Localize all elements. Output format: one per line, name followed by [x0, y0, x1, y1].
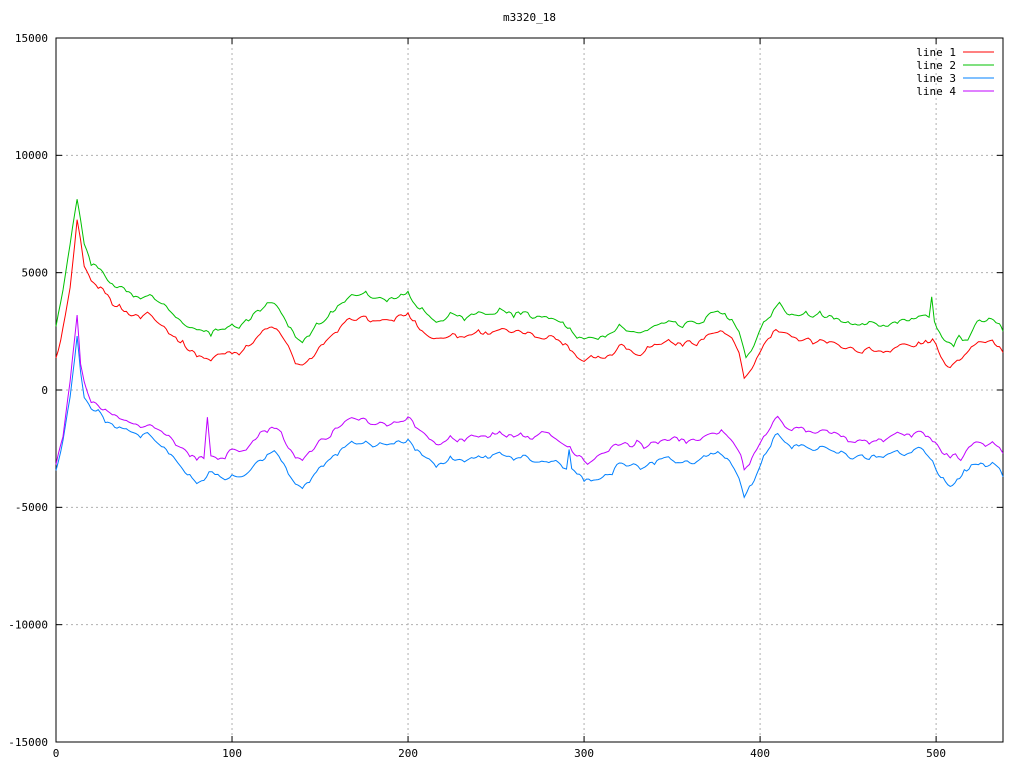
series-line-2 — [55, 199, 1004, 359]
x-tick-label: 500 — [926, 747, 946, 760]
legend-item-line-2: line 2 — [916, 59, 994, 72]
series-line-4 — [55, 314, 1004, 471]
y-axis-tick-labels: -15000 -10000 -5000 0 5000 10000 15000 — [8, 32, 48, 749]
legend-label: line 3 — [916, 72, 956, 85]
legend-item-line-3: line 3 — [916, 72, 994, 85]
x-tick-label: 0 — [53, 747, 60, 760]
x-tick-label: 400 — [750, 747, 770, 760]
legend-item-line-1: line 1 — [916, 46, 994, 59]
y-tick-label: -10000 — [8, 619, 48, 632]
x-tick-label: 100 — [222, 747, 242, 760]
x-axis-tick-labels: 0 100 200 300 400 500 — [53, 747, 946, 760]
y-tick-label: -15000 — [8, 736, 48, 749]
y-tick-label: 15000 — [15, 32, 48, 45]
x-tick-label: 200 — [398, 747, 418, 760]
chart-title: m3320_18 — [503, 11, 556, 24]
legend-label: line 4 — [916, 85, 956, 98]
y-tick-label: 5000 — [22, 267, 49, 280]
legend-label: line 2 — [916, 59, 956, 72]
y-tick-label: 10000 — [15, 149, 48, 162]
axis-ticks — [55, 37, 1003, 743]
y-tick-label: 0 — [41, 384, 48, 397]
legend-label: line 1 — [916, 46, 956, 59]
series-line-1 — [55, 219, 1004, 380]
legend-item-line-4: line 4 — [916, 85, 994, 98]
x-tick-label: 300 — [574, 747, 594, 760]
y-tick-label: -5000 — [15, 501, 48, 514]
series-line-3 — [55, 336, 1004, 499]
